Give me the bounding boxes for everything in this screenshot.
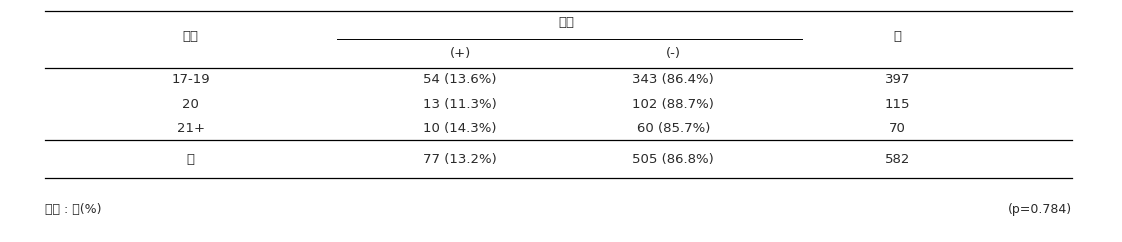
Text: 54 (13.6%): 54 (13.6%) (423, 73, 497, 86)
Text: 115: 115 (885, 98, 910, 111)
Text: 77 (13.2%): 77 (13.2%) (423, 153, 497, 166)
Text: 17-19: 17-19 (172, 73, 210, 86)
Text: 단위 : 명(%): 단위 : 명(%) (45, 203, 101, 216)
Text: (-): (-) (665, 47, 681, 60)
Text: (+): (+) (450, 47, 470, 60)
Text: 102 (88.7%): 102 (88.7%) (633, 98, 714, 111)
Text: 10 (14.3%): 10 (14.3%) (423, 122, 497, 135)
Text: 60 (85.7%): 60 (85.7%) (636, 122, 710, 135)
Text: 505 (86.8%): 505 (86.8%) (633, 153, 714, 166)
Text: 343 (86.4%): 343 (86.4%) (633, 73, 714, 86)
Text: 13 (11.3%): 13 (11.3%) (423, 98, 497, 111)
Text: 397: 397 (885, 73, 910, 86)
Text: (p=0.784): (p=0.784) (1008, 203, 1072, 216)
Text: 계: 계 (893, 30, 902, 43)
Text: 20: 20 (182, 98, 200, 111)
Text: 21+: 21+ (177, 122, 204, 135)
Text: 나이: 나이 (183, 30, 199, 43)
Text: 582: 582 (885, 153, 910, 166)
Text: 항체: 항체 (559, 16, 574, 29)
Text: 70: 70 (889, 122, 907, 135)
Text: 계: 계 (186, 153, 195, 166)
